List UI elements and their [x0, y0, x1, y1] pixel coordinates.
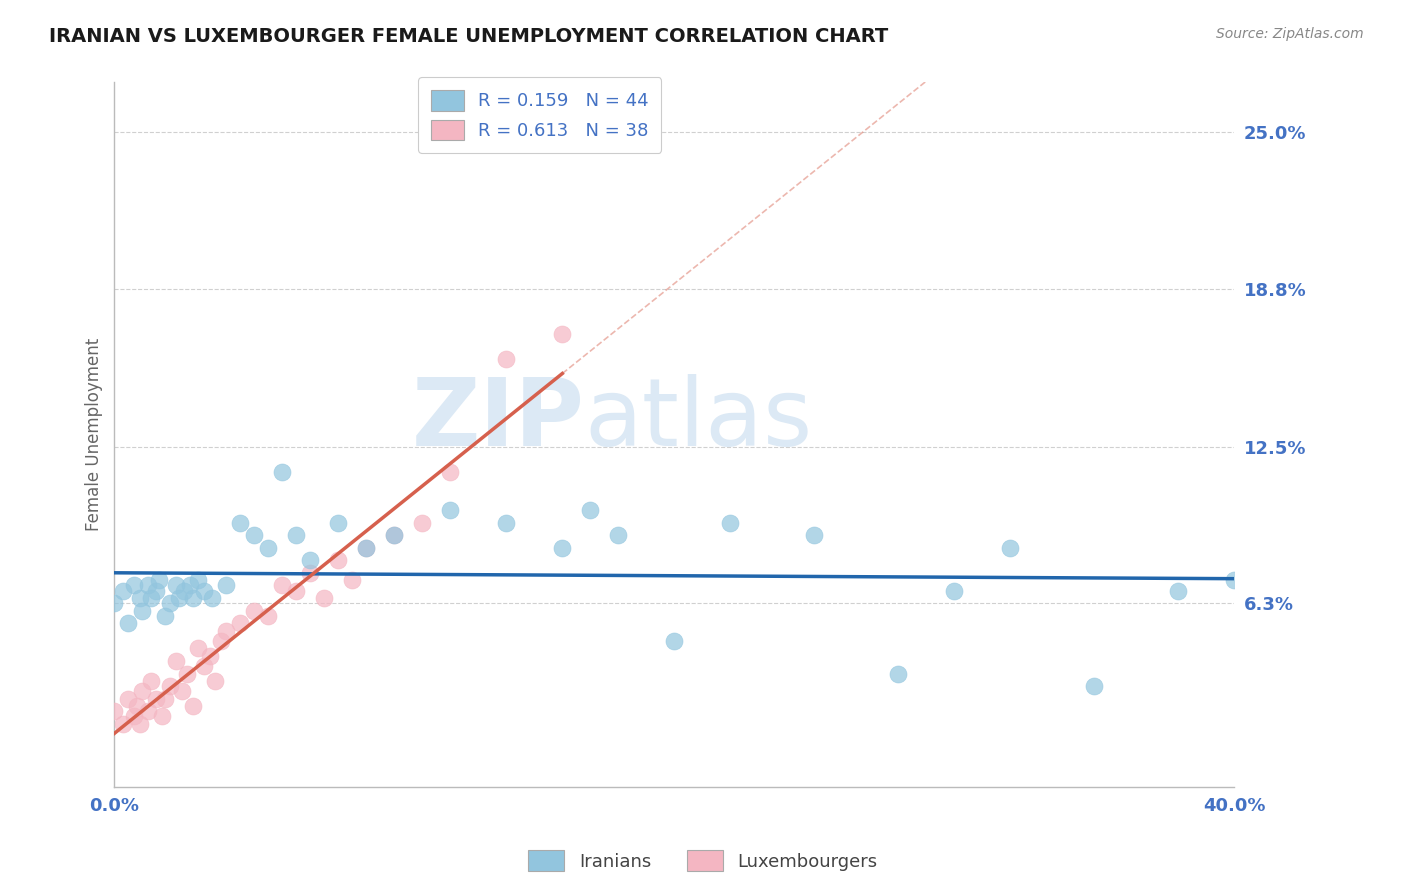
Point — [139, 591, 162, 605]
Point — [243, 528, 266, 542]
Point — [159, 596, 181, 610]
Point — [111, 717, 134, 731]
Point — [271, 578, 294, 592]
Point — [181, 591, 204, 605]
Point — [1000, 541, 1022, 555]
Legend: R = 0.159   N = 44, R = 0.613   N = 38: R = 0.159 N = 44, R = 0.613 N = 38 — [419, 77, 661, 153]
Text: ZIP: ZIP — [412, 375, 585, 467]
Point — [551, 326, 574, 341]
Point — [131, 684, 153, 698]
Point — [187, 574, 209, 588]
Point — [495, 516, 517, 530]
Point — [285, 528, 308, 542]
Point — [103, 596, 125, 610]
Point — [117, 691, 139, 706]
Point — [439, 465, 461, 479]
Point — [382, 528, 405, 542]
Point — [201, 591, 224, 605]
Point — [167, 591, 190, 605]
Point — [193, 583, 215, 598]
Point — [181, 699, 204, 714]
Point — [411, 516, 433, 530]
Point — [803, 528, 825, 542]
Point — [198, 648, 221, 663]
Point — [193, 659, 215, 673]
Point — [551, 541, 574, 555]
Text: IRANIAN VS LUXEMBOURGER FEMALE UNEMPLOYMENT CORRELATION CHART: IRANIAN VS LUXEMBOURGER FEMALE UNEMPLOYM… — [49, 27, 889, 45]
Point — [165, 578, 187, 592]
Point — [328, 516, 350, 530]
Legend: Iranians, Luxembourgers: Iranians, Luxembourgers — [522, 843, 884, 879]
Point — [1083, 679, 1105, 693]
Point — [145, 691, 167, 706]
Point — [579, 503, 602, 517]
Point — [342, 574, 364, 588]
Point — [176, 666, 198, 681]
Point — [1167, 583, 1189, 598]
Point — [122, 578, 145, 592]
Point — [328, 553, 350, 567]
Point — [125, 699, 148, 714]
Point — [356, 541, 378, 555]
Point — [139, 674, 162, 689]
Point — [128, 717, 150, 731]
Point — [314, 591, 336, 605]
Point — [103, 704, 125, 718]
Point — [145, 583, 167, 598]
Point — [439, 503, 461, 517]
Point — [187, 641, 209, 656]
Point — [943, 583, 966, 598]
Point — [382, 528, 405, 542]
Point — [664, 633, 686, 648]
Point — [243, 604, 266, 618]
Point — [159, 679, 181, 693]
Text: Source: ZipAtlas.com: Source: ZipAtlas.com — [1216, 27, 1364, 41]
Point — [299, 553, 322, 567]
Point — [257, 608, 280, 623]
Point — [495, 351, 517, 366]
Point — [173, 583, 195, 598]
Point — [165, 654, 187, 668]
Point — [204, 674, 226, 689]
Y-axis label: Female Unemployment: Female Unemployment — [86, 338, 103, 531]
Point — [179, 578, 201, 592]
Point — [150, 709, 173, 723]
Point — [153, 608, 176, 623]
Point — [131, 604, 153, 618]
Point — [153, 691, 176, 706]
Point — [122, 709, 145, 723]
Point — [299, 566, 322, 580]
Point — [148, 574, 170, 588]
Point — [111, 583, 134, 598]
Point — [887, 666, 910, 681]
Point — [607, 528, 630, 542]
Point — [1223, 574, 1246, 588]
Point — [170, 684, 193, 698]
Point — [128, 591, 150, 605]
Point — [136, 578, 159, 592]
Point — [117, 616, 139, 631]
Point — [229, 616, 252, 631]
Text: atlas: atlas — [585, 375, 813, 467]
Point — [215, 578, 238, 592]
Point — [356, 541, 378, 555]
Point — [285, 583, 308, 598]
Point — [718, 516, 741, 530]
Point — [271, 465, 294, 479]
Point — [136, 704, 159, 718]
Point — [209, 633, 232, 648]
Point — [229, 516, 252, 530]
Point — [215, 624, 238, 638]
Point — [257, 541, 280, 555]
